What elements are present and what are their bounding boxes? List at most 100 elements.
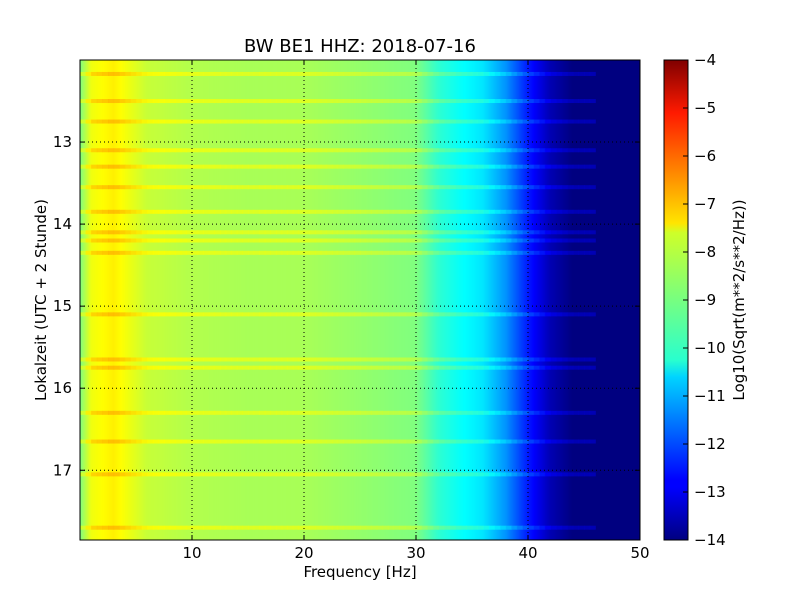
heatmap-band [567,71,574,76]
heatmap-band [309,472,316,477]
heatmap-column [536,60,539,540]
heatmap-band [337,209,344,214]
heatmap-band [169,410,176,415]
heatmap-column [389,60,391,540]
heatmap-column [184,60,186,540]
heatmap-band [158,357,165,362]
heatmap-column [365,60,368,540]
heatmap-band [404,525,411,530]
heatmap-band [460,164,467,169]
heatmap-band [354,410,361,415]
heatmap-band [270,148,277,153]
heatmap-band [225,439,232,444]
heatmap-band [169,250,176,255]
heatmap-band [539,410,546,415]
heatmap-column [225,60,228,540]
heatmap-band [539,209,546,214]
heatmap-column [495,60,498,540]
heatmap-band [365,410,372,415]
heatmap-band [136,525,143,530]
heatmap-band [236,365,243,370]
heatmap-band [365,99,372,104]
heatmap-band [505,525,512,530]
heatmap-band [511,230,518,235]
heatmap-column [553,60,556,540]
heatmap-band [175,185,182,190]
heatmap-column [278,60,280,540]
colorbar-tick-label: −8 [694,243,716,261]
heatmap-band [186,71,193,76]
heatmap-band [382,148,389,153]
heatmap-band [360,312,367,317]
heatmap-column [287,60,289,540]
heatmap-column [142,60,145,540]
heatmap-band [130,357,137,362]
heatmap-band [253,148,260,153]
heatmap-band [488,238,495,243]
heatmap-band [214,410,221,415]
heatmap-band [360,99,367,104]
heatmap-band [539,148,546,153]
heatmap-column [242,60,245,540]
heatmap-band [516,250,523,255]
heatmap-band [136,439,143,444]
heatmap-band [152,119,159,124]
heatmap-band [197,472,204,477]
heatmap-band [477,185,484,190]
heatmap-band [432,250,439,255]
heatmap-band [220,99,227,104]
heatmap-band [108,250,115,255]
heatmap-band [393,164,400,169]
heatmap-band [522,148,529,153]
heatmap-band [371,357,378,362]
heatmap-band [136,312,143,317]
heatmap-band [332,119,339,124]
heatmap-column [141,60,144,540]
heatmap-band [556,119,563,124]
heatmap-column [306,60,308,540]
heatmap-band [343,525,350,530]
heatmap-band [242,230,249,235]
heatmap-band [432,472,439,477]
heatmap-column [177,60,180,540]
heatmap-band [136,71,143,76]
heatmap-band [220,185,227,190]
heatmap-band [158,209,165,214]
heatmap-band [382,119,389,124]
heatmap-band [567,209,574,214]
heatmap-band [427,357,434,362]
heatmap-column [148,60,151,540]
heatmap-band [315,230,322,235]
heatmap-band [281,148,288,153]
heatmap-band [292,209,299,214]
heatmap-column [343,60,345,540]
heatmap-band [561,71,568,76]
heatmap-band [203,357,210,362]
heatmap-band [281,410,288,415]
heatmap-column [459,60,462,540]
heatmap-band [494,209,501,214]
heatmap-band [169,99,176,104]
heatmap-band [208,209,215,214]
heatmap-band [539,71,546,76]
heatmap-band [494,185,501,190]
heatmap-band [388,439,395,444]
heatmap-column [530,60,532,540]
heatmap-column [532,60,535,540]
heatmap-band [298,164,305,169]
heatmap-band [455,148,462,153]
heatmap-column [267,60,269,540]
heatmap-band [410,439,417,444]
heatmap-band [304,148,311,153]
heatmap-band [315,312,322,317]
heatmap-band [192,250,199,255]
heatmap-band [208,230,215,235]
heatmap-column [633,60,635,540]
heatmap-band [410,164,417,169]
heatmap-column [245,60,248,540]
heatmap-band [186,525,193,530]
heatmap-band [164,238,171,243]
heatmap-band [589,164,596,169]
heatmap-column [433,60,436,540]
heatmap-band [539,230,546,235]
